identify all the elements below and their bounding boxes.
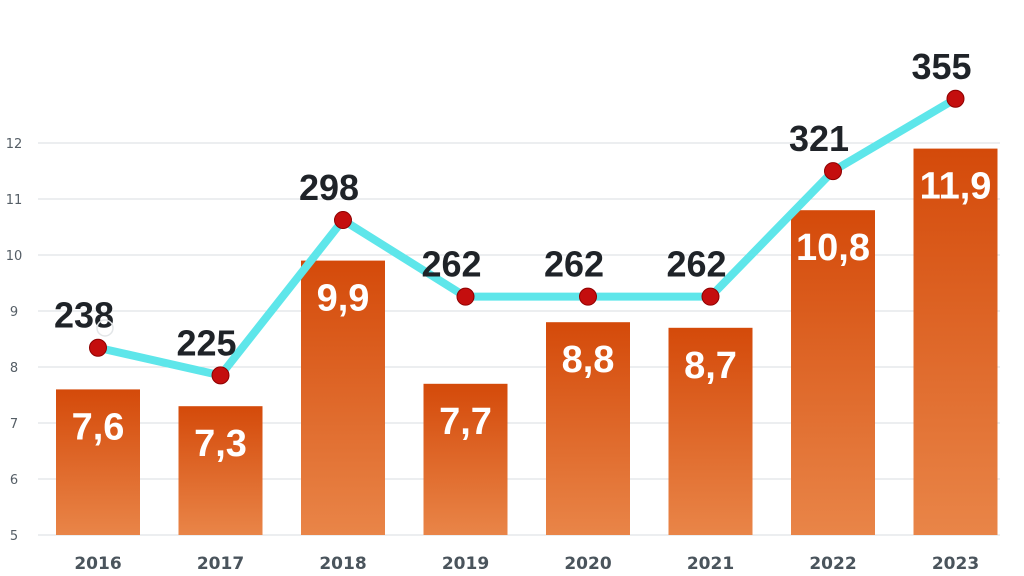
decorative-circle-icon [96,319,114,337]
bar [546,322,630,535]
y-tick-label: 6 [10,473,18,488]
x-tick-label: 2023 [932,554,979,574]
bar-value-label: 8,8 [562,339,615,381]
y-tick-label: 9 [10,305,18,320]
bar [791,210,875,535]
series-line [94,94,960,380]
x-tick-label: 2022 [809,554,856,574]
x-tick-label: 2017 [197,554,244,574]
bar [301,260,385,535]
line-point [824,162,842,181]
x-tick-label: 2021 [687,554,734,574]
line-point [211,366,230,385]
bar [178,406,263,535]
line-point [89,338,107,357]
line-data-labels: 238 225 298 262 262 262 321 355 [54,46,972,364]
x-tick-label: 2019 [442,554,489,574]
line-point [456,287,475,306]
bar [423,383,508,535]
line-point [334,211,352,230]
y-tick-label: 11 [6,193,23,208]
bar-value-label: 10,8 [796,227,870,269]
y-tick-label: 7 [10,417,18,432]
bar [913,148,998,535]
bar-data-labels: 7,6 7,3 9,9 7,7 8,8 8,7 10,8 11,9 [72,166,992,466]
y-axis-ticks: 5 6 7 8 9 10 11 12 [6,137,23,544]
bar-value-label: 7,7 [439,401,492,443]
line-value-label: 321 [789,118,849,159]
bar-series [56,148,998,535]
bar-value-label: 7,3 [194,423,247,465]
x-tick-label: 2016 [74,554,121,574]
line-value-label: 262 [544,244,604,285]
bar-value-label: 7,6 [72,406,125,448]
bar-value-label: 11,9 [920,166,992,208]
line-point [579,287,597,306]
x-axis-ticks: 2016 2017 2018 2019 2020 2021 2022 2023 [74,554,979,574]
line-value-label: 225 [176,322,236,363]
bar [668,327,753,535]
line-value-label: 262 [421,244,481,285]
line-value-label: 238 [54,295,114,336]
y-tick-label: 12 [6,137,23,152]
line-value-label: 355 [911,46,971,87]
y-tick-label: 8 [10,361,18,376]
bar-value-label: 9,9 [317,278,370,320]
line-value-label: 298 [299,167,359,208]
line-value-label: 262 [666,244,726,285]
line-point [701,287,720,306]
y-tick-label: 5 [10,529,18,544]
bar-value-label: 8,7 [684,345,737,387]
line-markers [89,89,965,385]
line-series [94,94,960,380]
bar [56,389,140,535]
x-tick-label: 2020 [564,554,611,574]
line-point [946,89,965,108]
y-tick-label: 10 [6,249,23,264]
x-tick-label: 2018 [319,554,366,574]
